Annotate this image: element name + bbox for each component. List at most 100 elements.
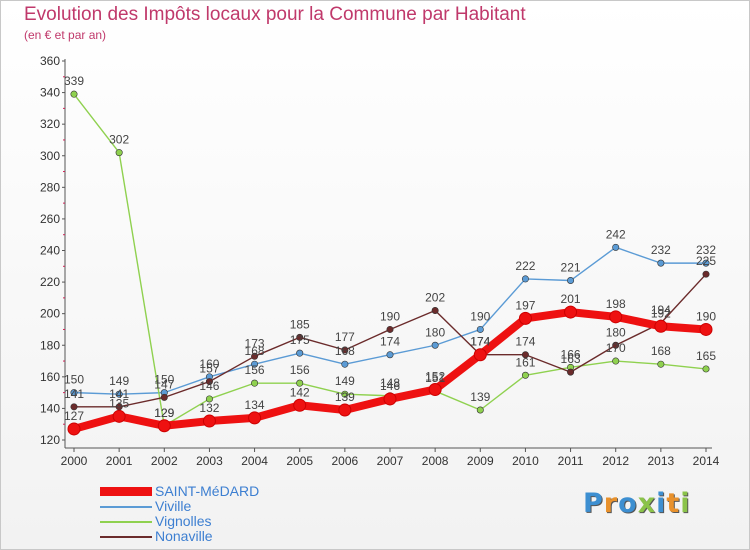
data-label: 139 [470, 390, 490, 404]
y-tick-label: 220 [40, 275, 60, 289]
legend-label: SAINT-MéDARD [155, 483, 260, 499]
data-point [431, 307, 439, 315]
data-point [476, 406, 484, 414]
y-tick-label: 160 [40, 370, 60, 384]
x-tick-label: 2014 [693, 454, 720, 468]
data-point [699, 322, 713, 336]
data-label: 166 [561, 347, 581, 361]
data-label: 174 [515, 335, 535, 349]
data-point [296, 349, 304, 357]
data-point [612, 243, 620, 251]
data-point [296, 379, 304, 387]
data-label: 225 [696, 254, 716, 268]
x-tick-label: 2001 [106, 454, 133, 468]
legend-label: Viville [155, 498, 192, 514]
data-point [564, 305, 578, 319]
data-point [341, 390, 349, 398]
legend-swatch [100, 506, 152, 508]
y-tick-label: 140 [40, 401, 60, 415]
data-point [293, 398, 307, 412]
data-point [296, 333, 304, 341]
y-tick-label: 260 [40, 212, 60, 226]
y-tick-label: 300 [40, 149, 60, 163]
data-label: 170 [606, 341, 626, 355]
legend-item: Vignolles [100, 513, 360, 529]
legend-item: SAINT-MéDARD [100, 483, 360, 499]
data-label: 152 [425, 369, 445, 383]
data-point [341, 360, 349, 368]
data-label: 174 [380, 335, 400, 349]
data-point [251, 352, 259, 360]
data-point [251, 360, 259, 368]
data-label: 129 [154, 406, 174, 420]
logo-letter: x [637, 488, 657, 519]
data-point [657, 259, 665, 267]
data-label: 149 [109, 374, 129, 388]
data-label: 198 [606, 297, 626, 311]
data-label: 142 [290, 385, 310, 399]
data-point [567, 277, 575, 285]
data-label: 129 [154, 406, 174, 420]
data-point [115, 390, 123, 398]
data-point [431, 341, 439, 349]
proxiti-logo: Proxiti [583, 488, 691, 519]
data-label: 156 [290, 363, 310, 377]
logo-letter: r [603, 488, 619, 519]
x-tick-label: 2000 [61, 454, 88, 468]
logo-letter: t [666, 488, 681, 519]
data-point [521, 371, 529, 379]
data-point [160, 393, 168, 401]
data-label: 168 [245, 344, 265, 358]
data-point [386, 351, 394, 359]
data-point [609, 310, 623, 324]
data-label: 197 [515, 298, 535, 312]
legend-item: Nonaville [100, 528, 360, 544]
x-tick-label: 2013 [648, 454, 675, 468]
y-tick-label: 340 [40, 86, 60, 100]
data-point [702, 270, 710, 278]
data-label: 141 [64, 387, 84, 401]
x-tick-label: 2008 [422, 454, 449, 468]
legend-swatch [100, 487, 152, 496]
data-point [702, 259, 710, 267]
x-tick-label: 2005 [286, 454, 313, 468]
data-label: 190 [470, 309, 490, 323]
data-label: 146 [199, 379, 219, 393]
data-label: 221 [561, 261, 581, 275]
data-label: 168 [335, 344, 355, 358]
legend-swatch [100, 536, 152, 538]
data-point [657, 360, 665, 368]
legend: SAINT-MéDARD Viville Vignolles Nonaville [100, 483, 360, 544]
data-point [338, 403, 352, 417]
x-tick-label: 2004 [241, 454, 268, 468]
legend-label: Nonaville [155, 528, 213, 544]
data-label: 194 [651, 303, 671, 317]
y-tick-label: 360 [40, 54, 60, 68]
data-label: 190 [380, 309, 400, 323]
data-label: 232 [651, 243, 671, 257]
data-label: 201 [561, 292, 581, 306]
x-tick-label: 2002 [151, 454, 178, 468]
chart-subtitle: (en € et par an) [24, 28, 107, 42]
data-point [612, 357, 620, 365]
data-label: 148 [380, 376, 400, 390]
data-point [383, 392, 397, 406]
data-point [248, 411, 262, 425]
data-point [476, 325, 484, 333]
data-label: 156 [245, 363, 265, 377]
data-label: 146 [380, 379, 400, 393]
data-point [67, 422, 81, 436]
y-tick-label: 240 [40, 244, 60, 258]
data-label: 174 [470, 335, 490, 349]
data-point [521, 275, 529, 283]
data-point [112, 409, 126, 423]
data-point [386, 325, 394, 333]
data-point [612, 341, 620, 349]
logo-letter: i [656, 488, 667, 519]
data-label: 149 [335, 374, 355, 388]
x-tick-label: 2003 [196, 454, 223, 468]
data-label: 168 [651, 344, 671, 358]
data-label: 139 [335, 390, 355, 404]
logo-letter: o [618, 488, 638, 519]
data-point [654, 319, 668, 333]
